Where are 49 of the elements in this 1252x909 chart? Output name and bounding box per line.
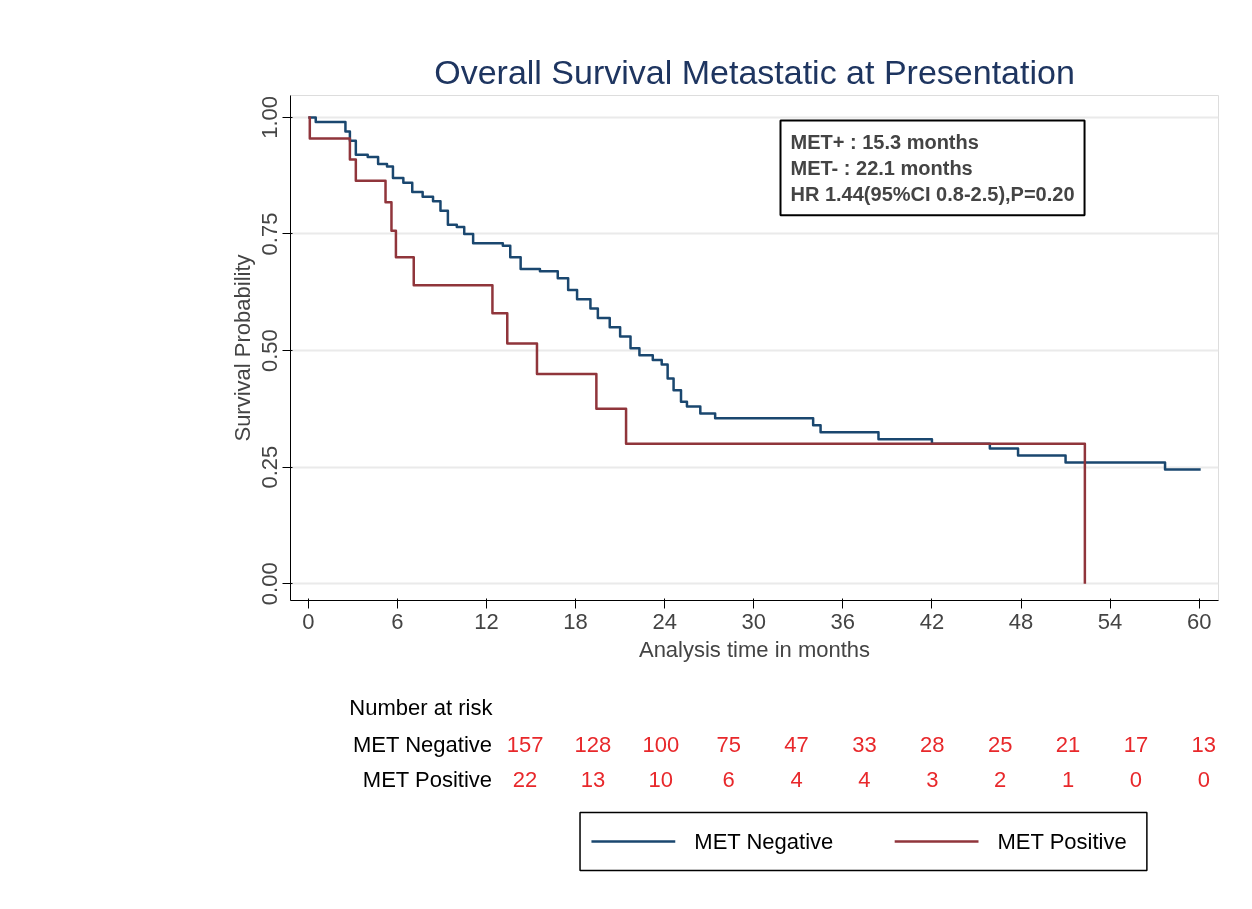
text: 0	[1129, 767, 1143, 792]
text: 33	[852, 732, 877, 757]
y-tick-label: 0.00	[257, 562, 283, 606]
x-tick-label: 12	[474, 608, 499, 634]
annotation: HR 1.44(95%CI 0.8-2.5),P=0.20	[790, 183, 1075, 206]
x-tick-label: 54	[1097, 608, 1123, 634]
text: 28	[920, 732, 945, 757]
text: 3	[926, 767, 939, 792]
annotation: MET+ : 15.3 months	[790, 130, 979, 153]
text: 21	[1055, 732, 1081, 757]
legend-label: MET Positive	[997, 829, 1127, 854]
text: 1	[1061, 767, 1075, 792]
text: 10	[648, 767, 674, 792]
text: Number at risk	[349, 695, 494, 720]
x-tick-label: 0	[302, 608, 315, 634]
x-tick-label: 30	[741, 608, 767, 634]
x-axis-title: Analysis time in months	[638, 636, 871, 662]
x-tick-label: 18	[563, 608, 588, 634]
y-tick-label: 0.50	[257, 329, 283, 372]
x-tick-label: 42	[919, 608, 945, 634]
text: 157	[506, 732, 544, 757]
annotation: MET- : 22.1 months	[790, 156, 973, 179]
text: 75	[716, 732, 741, 757]
x-tick-label: 48	[1008, 608, 1034, 634]
y-tick-label: 1.00	[257, 96, 283, 139]
x-tick-label: 6	[391, 608, 404, 634]
y-tick-label: 0.75	[257, 212, 283, 256]
text: 100	[642, 732, 680, 757]
legend-label: MET Negative	[694, 829, 834, 854]
text: 13	[1191, 732, 1217, 757]
text: 47	[784, 732, 809, 757]
text: 4	[790, 767, 803, 792]
text: MET Negative	[353, 732, 493, 757]
text: MET Positive	[362, 767, 493, 792]
x-tick-label: 24	[652, 608, 677, 634]
x-tick-label: 36	[830, 608, 856, 634]
x-tick-label: 60	[1186, 608, 1212, 634]
text: 6	[722, 767, 735, 792]
y-axis-title: Survival Probability	[229, 254, 255, 442]
chart-title: Overall Survival Metastatic at Presentation	[434, 52, 1075, 91]
y-tick-label: 0.25	[257, 445, 283, 489]
text: 13	[580, 767, 606, 792]
text: 4	[858, 767, 871, 792]
text: 25	[987, 732, 1013, 757]
text: 128	[574, 732, 612, 757]
text: 22	[512, 767, 538, 792]
text: 0	[1197, 767, 1210, 792]
text: 17	[1123, 732, 1149, 757]
text: 2	[994, 767, 1007, 792]
